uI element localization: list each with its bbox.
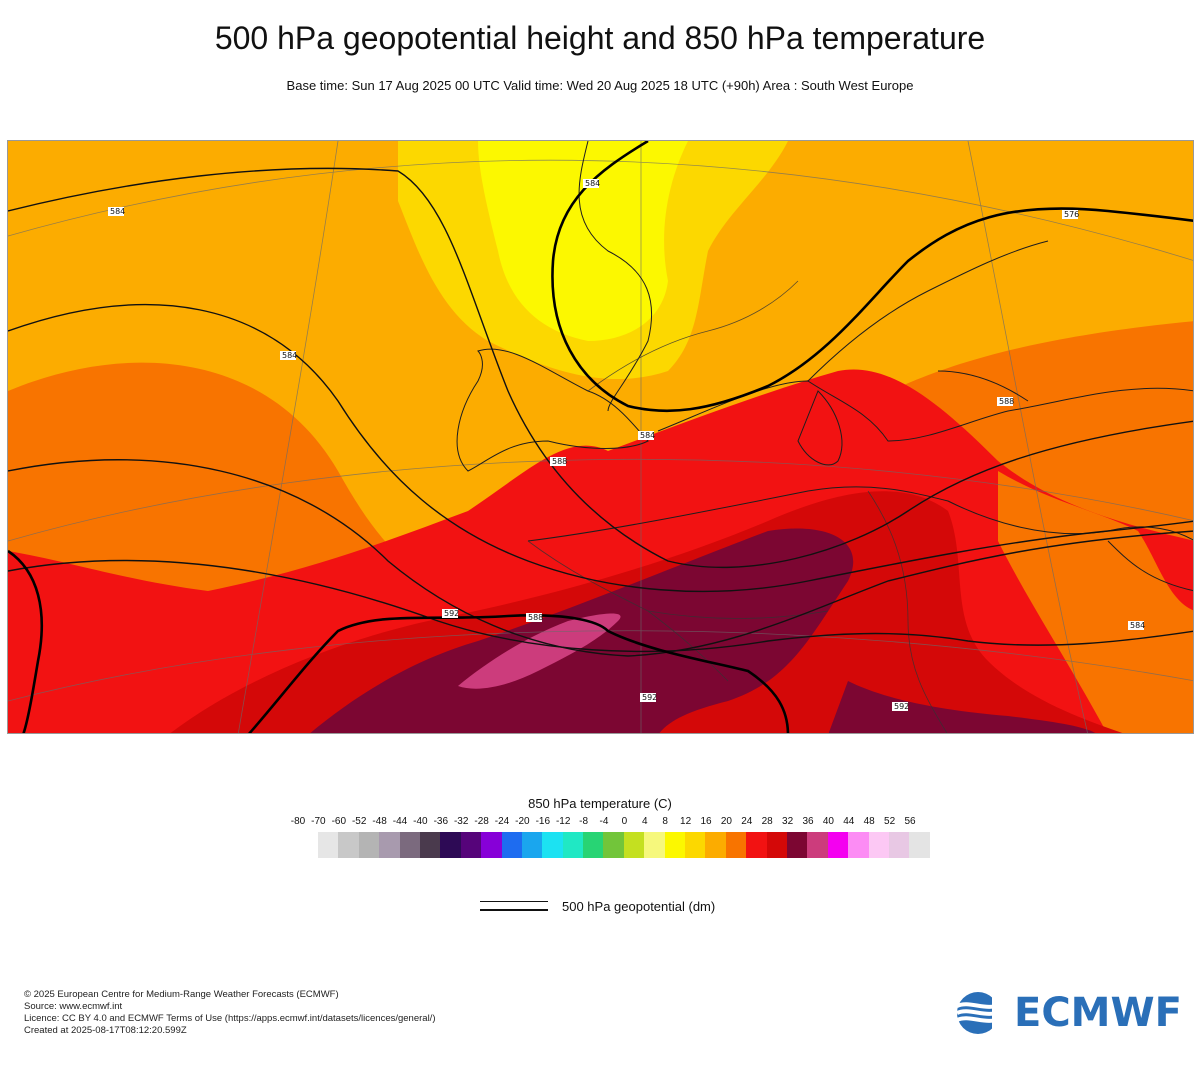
contour-label: 584 xyxy=(640,431,655,440)
legend-tick: -40 xyxy=(413,816,428,827)
legend-tick: 4 xyxy=(642,816,648,827)
legend-tick: 36 xyxy=(802,816,814,827)
legend-tick: -32 xyxy=(453,816,469,827)
legend-tick: 32 xyxy=(782,816,794,827)
legend-tick: 0 xyxy=(621,816,628,827)
ecmwf-logo[interactable]: ECMWF xyxy=(952,990,1182,1036)
contour-label: 584 xyxy=(282,351,297,360)
legend-swatch xyxy=(501,832,522,858)
contour-label: 584 xyxy=(585,179,600,188)
legend-tick: -8 xyxy=(579,816,589,827)
legend-tick: 40 xyxy=(822,816,834,827)
legend-tick: 52 xyxy=(884,816,896,827)
chart-title: 500 hPa geopotential height and 850 hPa … xyxy=(214,20,986,56)
legend-swatch xyxy=(827,832,849,858)
coastlines xyxy=(456,141,1193,592)
legend-tick: -28 xyxy=(474,816,489,827)
chart-subtitle: Base time: Sun 17 Aug 2025 00 UTC Valid … xyxy=(286,78,914,93)
legend-tick: 16 xyxy=(700,816,712,827)
legend-swatch xyxy=(399,832,420,858)
legend-swatch xyxy=(318,832,339,858)
legend-tick: 20 xyxy=(720,816,732,827)
legend-swatch xyxy=(562,832,584,858)
contour-label: 592 xyxy=(444,609,459,618)
legend-colorbar xyxy=(318,832,930,858)
legend-tick: 12 xyxy=(680,816,692,827)
legend-swatch xyxy=(460,832,482,858)
footer-licence[interactable]: Licence: CC BY 4.0 and ECMWF Terms of Us… xyxy=(24,1013,436,1024)
contour-label: 584 xyxy=(110,207,125,216)
legend-tick: -24 xyxy=(494,816,510,827)
legend-tick: 44 xyxy=(843,816,855,827)
legend-swatch xyxy=(705,832,726,858)
contour-label: 592 xyxy=(642,693,657,702)
legend-swatch xyxy=(786,832,808,858)
temp-band-4 xyxy=(478,141,688,341)
legend-swatch xyxy=(868,832,889,858)
legend-swatch xyxy=(542,832,563,858)
legend-tick: -4 xyxy=(599,816,609,827)
legend-swatch xyxy=(440,832,461,858)
legend-swatch xyxy=(521,832,543,858)
contour-label: 588 xyxy=(999,397,1014,406)
legend-tick: 56 xyxy=(904,816,916,827)
geopotential-line-sample xyxy=(480,901,548,902)
legend-tick: -20 xyxy=(515,816,530,827)
legend-tick: -44 xyxy=(392,816,408,827)
ecmwf-logo-text: ECMWF xyxy=(1014,990,1182,1036)
legend-tick: 8 xyxy=(662,816,668,827)
legend-tick: -48 xyxy=(372,816,387,827)
legend-tick: -12 xyxy=(555,816,571,827)
legend-swatch xyxy=(583,832,604,858)
legend-swatch xyxy=(664,832,686,858)
legend-swatch xyxy=(481,832,502,858)
legend-swatch xyxy=(848,832,869,858)
legend-tick: 48 xyxy=(863,816,875,827)
footer-source[interactable]: Source: www.ecmwf.int xyxy=(24,1001,123,1012)
legend-tick: -60 xyxy=(331,816,347,827)
contour-label: 584 xyxy=(1130,621,1145,630)
legend-tick: 24 xyxy=(741,816,753,827)
weather-map[interactable]: 584 584 576 588 588 584 588 592 592 592 … xyxy=(7,140,1194,734)
legend-swatch xyxy=(379,832,400,858)
legend-swatch xyxy=(338,832,359,858)
legend-title: 850 hPa temperature (C) xyxy=(528,796,672,811)
legend-tick: -80 xyxy=(290,816,306,827)
legend-swatch xyxy=(603,832,624,858)
geopotential-thick xyxy=(8,141,1193,733)
legend-ticks: -80 -70 -60 -52 -48 -44 -40 -36 -32 -28 -24 -20 -16-… xyxy=(288,816,916,830)
legend-tick: -36 xyxy=(433,816,449,827)
legend-tick: 28 xyxy=(761,816,773,827)
footer-created: Created at 2025-08-17T08:12:20.599Z xyxy=(24,1025,187,1036)
legend-swatch xyxy=(623,832,645,858)
legend-swatch xyxy=(909,832,930,858)
legend-tick: -70 xyxy=(311,816,326,827)
legend-swatch xyxy=(725,832,747,858)
contour-label: 592 xyxy=(894,702,909,711)
legend-swatch xyxy=(766,832,787,858)
contour-label-group: 584 584 576 588 588 584 588 592 592 592 … xyxy=(108,179,1145,711)
footer-credits: © 2025 European Centre for Medium-Range … xyxy=(24,989,436,1037)
contour-label: 576 xyxy=(1064,210,1079,219)
legend-swatch xyxy=(419,832,441,858)
legend-swatch xyxy=(746,832,767,858)
geopotential-legend-label: 500 hPa geopotential (dm) xyxy=(562,899,716,914)
geopotential-contours xyxy=(8,167,1193,657)
legend-swatch xyxy=(644,832,665,858)
legend-swatch xyxy=(888,832,910,858)
legend-tick: -16 xyxy=(535,816,551,827)
contour-label: 588 xyxy=(552,457,567,466)
legend-tick: -52 xyxy=(351,816,367,827)
contour-label: 588 xyxy=(528,613,543,622)
geopotential-line-sample-thick xyxy=(480,909,548,911)
footer-copyright: © 2025 European Centre for Medium-Range … xyxy=(24,989,339,1000)
legend-swatch xyxy=(358,832,380,858)
temp-band-16-east xyxy=(998,471,1193,733)
temp-band-28-east xyxy=(828,681,1096,733)
temp-band-32 xyxy=(458,613,621,689)
legend-swatch xyxy=(807,832,828,858)
legend-swatch xyxy=(685,832,706,858)
ecmwf-logo-icon xyxy=(956,990,1008,1036)
